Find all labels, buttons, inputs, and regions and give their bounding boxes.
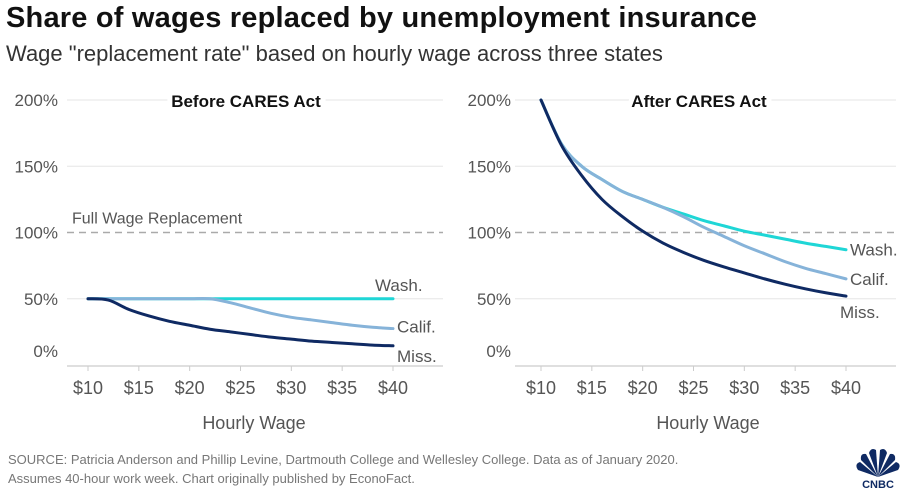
series-label-calif: Calif. [397, 318, 436, 337]
y-tick-label: 50% [24, 290, 58, 309]
x-tick-label: $15 [124, 378, 154, 398]
series-label-calif: Calif. [850, 270, 889, 289]
series-line-miss [86, 297, 395, 348]
x-tick-label: $30 [729, 378, 759, 398]
source-line-2: Assumes 40-hour work week. Chart origina… [8, 471, 415, 486]
y-tick-label: 200% [15, 91, 58, 110]
source-note: SOURCE: Patricia Anderson and Phillip Le… [8, 450, 838, 488]
series-label-wash: Wash. [375, 276, 423, 295]
x-tick-label: $10 [526, 378, 556, 398]
x-tick-label: $40 [378, 378, 408, 398]
x-tick-label: $20 [628, 378, 658, 398]
y-tick-label: 50% [477, 290, 511, 309]
x-tick-label: $30 [276, 378, 306, 398]
y-tick-label: 100% [468, 224, 511, 243]
x-tick-label: $25 [225, 378, 255, 398]
series-label-miss: Miss. [840, 303, 880, 322]
x-axis-title: Hourly Wage [202, 413, 305, 433]
series-label-wash: Wash. [850, 241, 898, 260]
y-tick-label: 100% [15, 224, 58, 243]
chart-subtitle: Wage "replacement rate" based on hourly … [6, 41, 663, 66]
x-tick-label: $35 [327, 378, 357, 398]
series-line-calif [86, 296, 395, 331]
series-label-miss: Miss. [397, 347, 437, 366]
chart-canvas: 200% 150% 100% 50% 0% Full Wage Replacement $1… [14, 91, 898, 433]
panel-title: After CARES Act [631, 92, 767, 111]
x-tick-label: $10 [73, 378, 103, 398]
reference-line-label: Full Wage Replacement [72, 211, 243, 228]
series-line-calif [539, 98, 848, 281]
x-tick-label: $15 [577, 378, 607, 398]
y-tick-label: 0% [486, 342, 511, 361]
source-line-1: SOURCE: Patricia Anderson and Phillip Le… [8, 452, 679, 467]
x-tick-label: $35 [780, 378, 810, 398]
x-axis-title: Hourly Wage [656, 413, 759, 433]
y-tick-label: 200% [468, 91, 511, 110]
series-line-miss [539, 98, 848, 298]
x-tick-label: $25 [678, 378, 708, 398]
y-tick-label: 0% [33, 342, 58, 361]
x-tick-label: $20 [175, 378, 205, 398]
panel-title: Before CARES Act [171, 92, 321, 111]
y-tick-label: 150% [15, 157, 58, 176]
cnbc-peacock-logo-icon: CNBC [856, 449, 900, 490]
y-tick-label: 150% [468, 157, 511, 176]
x-tick-label: $40 [831, 378, 861, 398]
chart-title: Share of wages replaced by unemployment … [6, 2, 758, 34]
series-line-wash [539, 98, 848, 252]
logo-text: CNBC [862, 479, 894, 490]
